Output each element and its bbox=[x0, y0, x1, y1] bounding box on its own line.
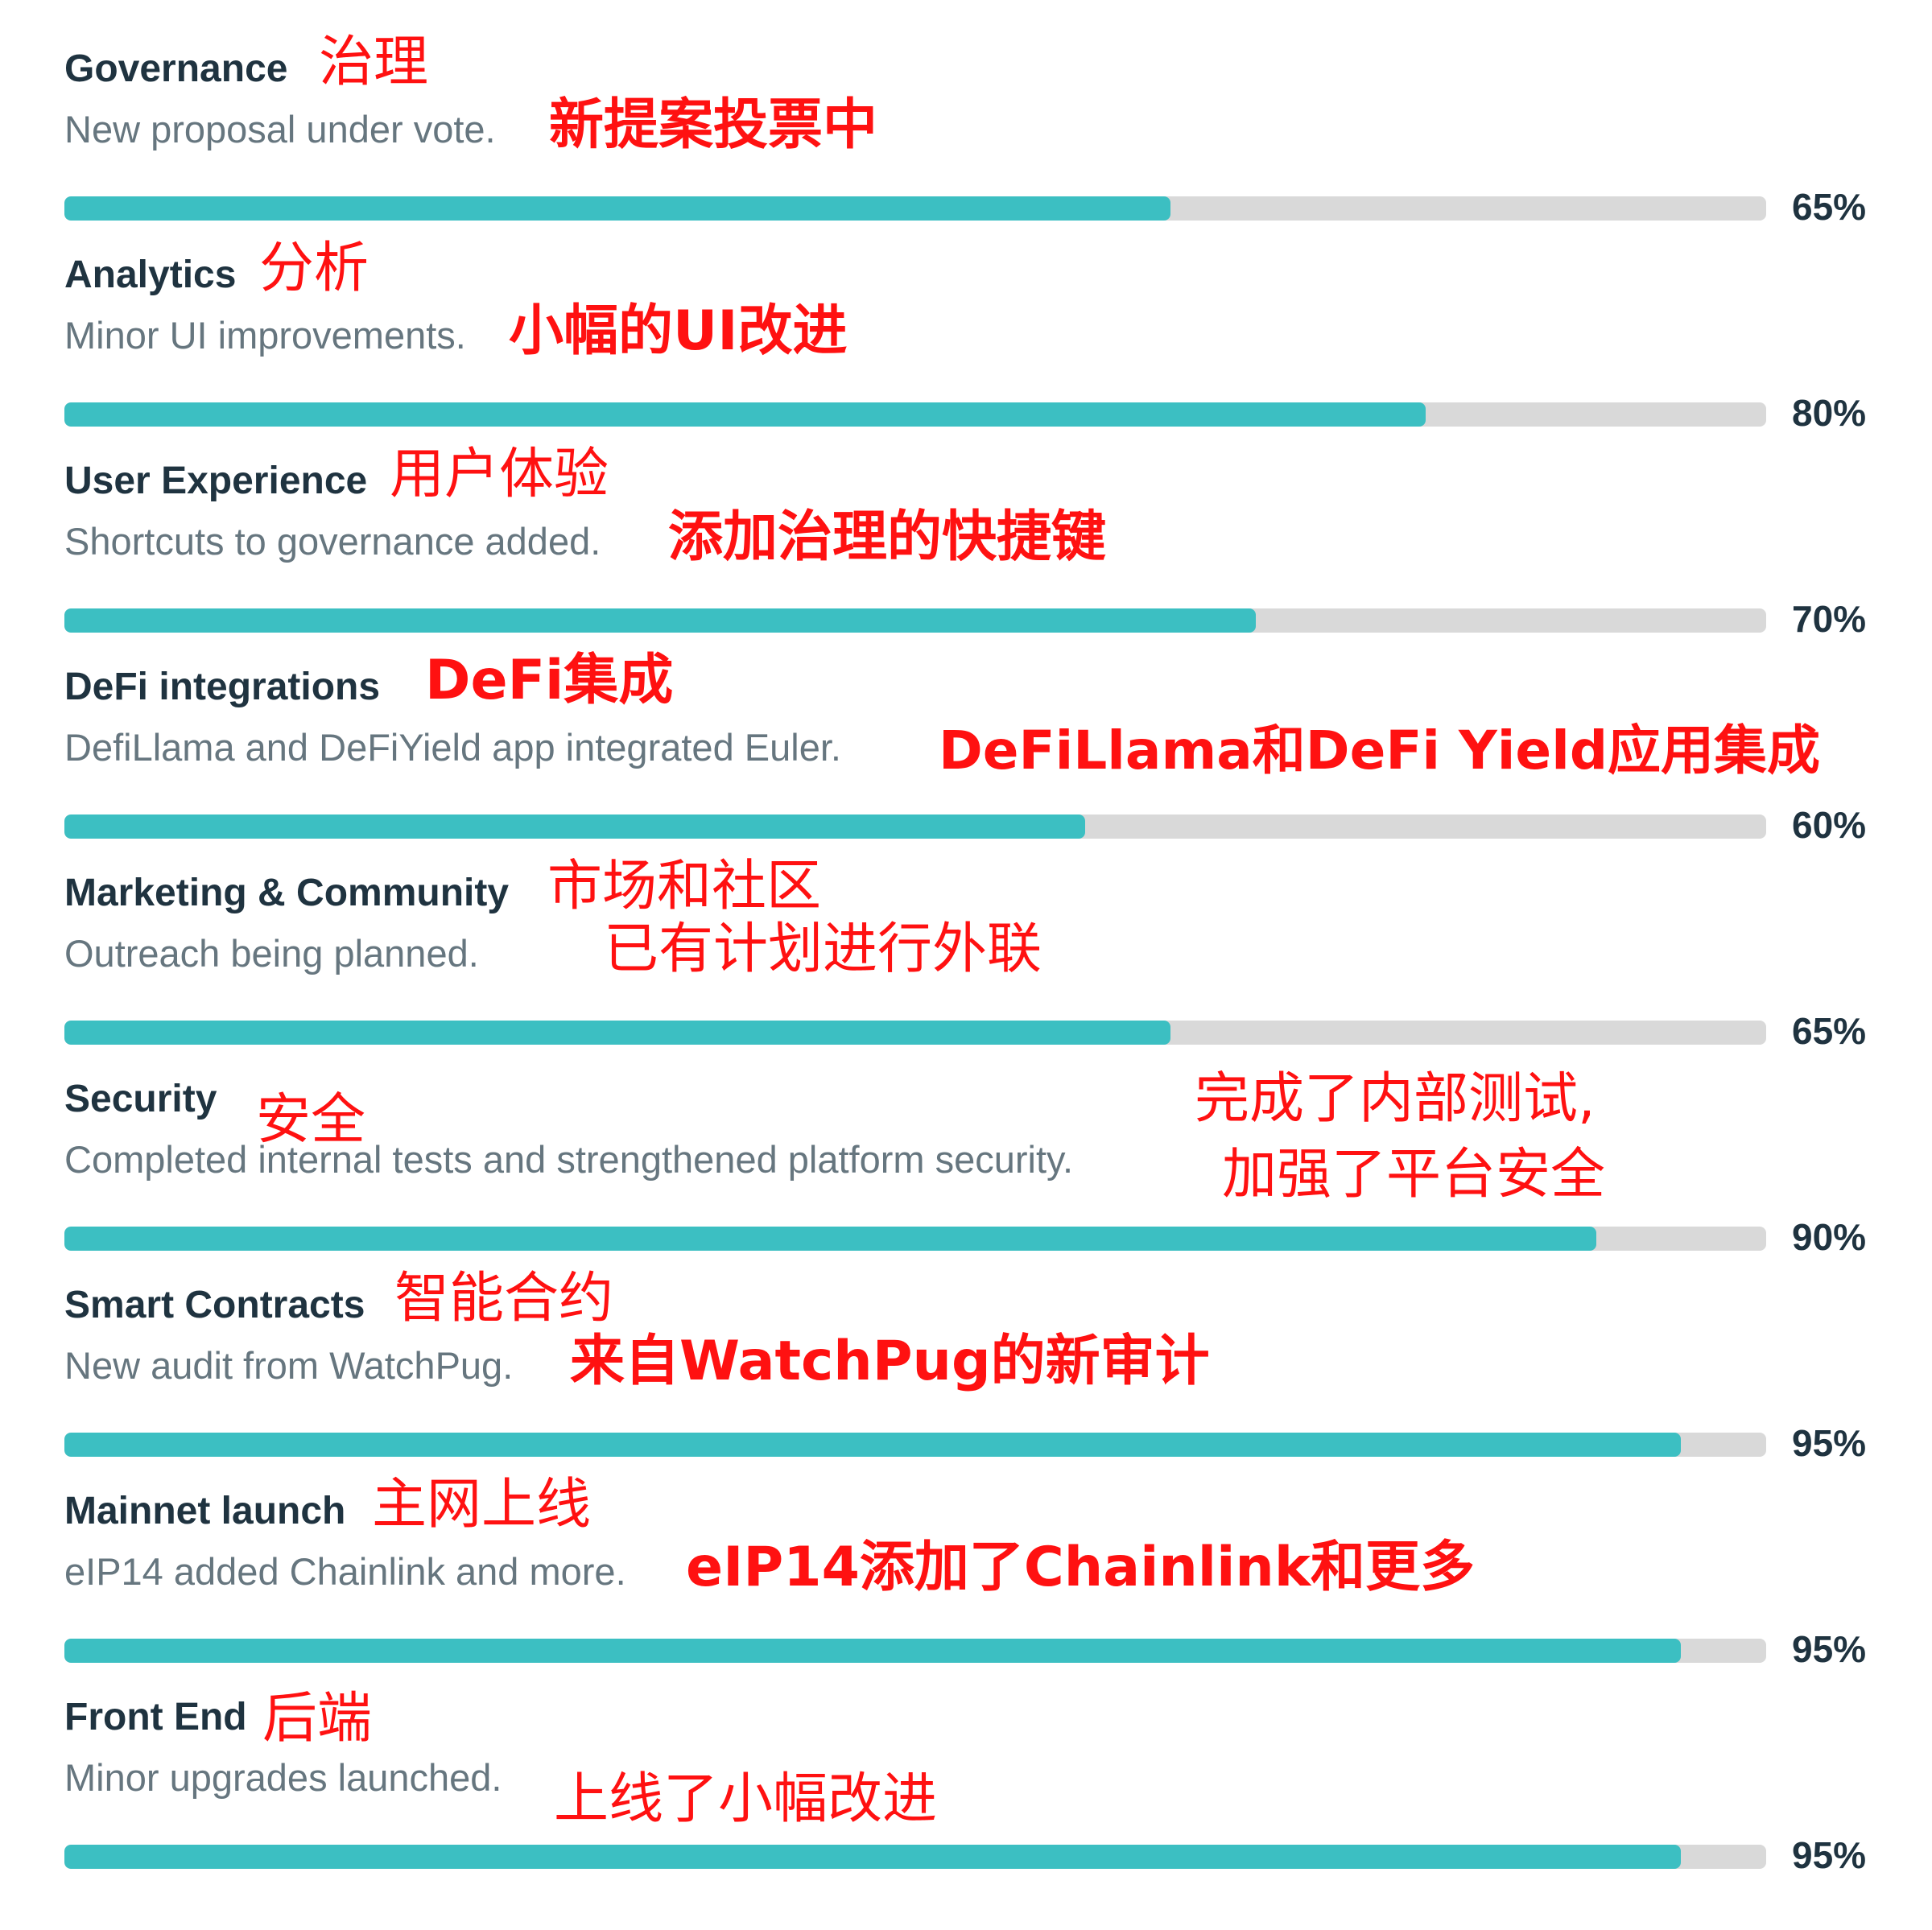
percent-label: 95% bbox=[1792, 1834, 1867, 1876]
item-title: Governance bbox=[64, 47, 288, 90]
item-description: Completed internal tests and strengthene… bbox=[64, 1138, 1074, 1181]
percent-label: 70% bbox=[1792, 598, 1867, 640]
item-description: New proposal under vote. bbox=[64, 108, 496, 151]
item-description: New audit from WatchPug. bbox=[64, 1344, 514, 1387]
progress-track bbox=[64, 1639, 1766, 1663]
item-title: Mainnet launch bbox=[64, 1490, 346, 1532]
progress-fill bbox=[64, 1433, 1682, 1457]
progress-track bbox=[64, 1845, 1766, 1869]
progress-item-marketing-community: Marketing & Community 市场和社区 Outreach bei… bbox=[0, 824, 1932, 1050]
item-title: DeFi integrations bbox=[64, 666, 381, 708]
percent-label: 80% bbox=[1792, 392, 1867, 434]
item-description-annotation: 小幅的UI改进 bbox=[509, 299, 848, 363]
progress-fill bbox=[64, 1845, 1682, 1869]
progress-item-mainnet-launch: Mainnet launch 主网上线 eIP14 added Chainlin… bbox=[0, 1442, 1932, 1668]
item-description: eIP14 added Chainlink and more. bbox=[64, 1550, 626, 1593]
item-title-annotation: 安全 bbox=[256, 1088, 366, 1152]
item-description-annotation: eIP14添加了Chainlink和更多 bbox=[686, 1536, 1476, 1599]
progress-item-security: Security 安全 Completed internal tests and… bbox=[0, 1030, 1932, 1256]
item-description-annotation: 上线了小幅改进 bbox=[554, 1767, 938, 1831]
progress-fill bbox=[64, 1227, 1596, 1251]
progress-track bbox=[64, 1021, 1766, 1045]
item-description: Outreach being planned. bbox=[64, 932, 479, 975]
item-title-annotation: 分析 bbox=[259, 237, 369, 300]
item-title-annotation: 后端 bbox=[262, 1687, 373, 1751]
item-description-annotation: 添加治理的快捷键 bbox=[668, 505, 1107, 569]
progress-track bbox=[64, 814, 1766, 839]
item-title-annotation: 市场和社区 bbox=[547, 855, 822, 918]
item-description: Minor upgrades launched. bbox=[64, 1756, 502, 1799]
progress-item-analytics: Analytics 分析 Minor UI improvements. 小幅的U… bbox=[0, 206, 1932, 431]
progress-fill bbox=[64, 608, 1256, 633]
percent-label: 65% bbox=[1792, 1010, 1867, 1052]
item-description-annotation-line2: 加强了平台安全 bbox=[1222, 1143, 1606, 1206]
item-description: Shortcuts to governance added. bbox=[64, 520, 601, 563]
progress-fill bbox=[64, 196, 1171, 221]
item-description-annotation: DeFiLlama和DeFi Yield应用集成 bbox=[939, 720, 1821, 781]
item-description-annotation: 完成了内部测试, bbox=[1195, 1067, 1596, 1131]
progress-track bbox=[64, 402, 1766, 427]
item-description: DefiLlama and DeFiYield app integrated E… bbox=[64, 726, 841, 769]
progress-item-defi-integrations: DeFi integrations DeFi集成 DefiLlama and D… bbox=[0, 618, 1932, 843]
percent-label: 95% bbox=[1792, 1628, 1867, 1670]
progress-fill bbox=[64, 1639, 1682, 1663]
progress-item-governance: Governance 治理 New proposal under vote. 新… bbox=[0, 0, 1932, 225]
item-title: Analytics bbox=[64, 254, 237, 296]
item-description-annotation: 已有计划进行外联 bbox=[604, 918, 1042, 981]
item-title-annotation: DeFi集成 bbox=[425, 649, 674, 712]
item-title-annotation: 智能合约 bbox=[394, 1267, 614, 1330]
percent-label: 90% bbox=[1792, 1216, 1867, 1258]
item-title: Smart Contracts bbox=[64, 1284, 365, 1326]
item-title: Security bbox=[64, 1078, 217, 1120]
percent-label: 60% bbox=[1792, 804, 1867, 846]
progress-fill bbox=[64, 814, 1086, 839]
item-description-annotation: 来自WatchPug的新审计 bbox=[570, 1330, 1210, 1393]
item-title: Front End bbox=[64, 1696, 247, 1738]
progress-item-smart-contracts: Smart Contracts 智能合约 New audit from Watc… bbox=[0, 1236, 1932, 1462]
item-description-annotation: 新提案投票中 bbox=[549, 93, 878, 157]
progress-fill bbox=[64, 1021, 1171, 1045]
item-title: User Experience bbox=[64, 460, 368, 502]
item-title: Marketing & Community bbox=[64, 872, 510, 914]
item-title-annotation: 治理 bbox=[319, 31, 429, 94]
progress-fill bbox=[64, 402, 1426, 427]
item-description: Minor UI improvements. bbox=[64, 314, 466, 357]
progress-track bbox=[64, 1227, 1766, 1251]
item-title-annotation: 主网上线 bbox=[372, 1473, 592, 1536]
progress-track bbox=[64, 196, 1766, 221]
percent-label: 65% bbox=[1792, 186, 1867, 228]
percent-label: 95% bbox=[1792, 1422, 1867, 1464]
progress-track bbox=[64, 1433, 1766, 1457]
item-title-annotation: 用户体验 bbox=[390, 443, 609, 506]
progress-track bbox=[64, 608, 1766, 633]
progress-item-front-end: Front End 后端 Minor upgrades launched. 上线… bbox=[0, 1648, 1932, 1874]
progress-item-user-experience: User Experience 用户体验 Shortcuts to govern… bbox=[0, 412, 1932, 637]
